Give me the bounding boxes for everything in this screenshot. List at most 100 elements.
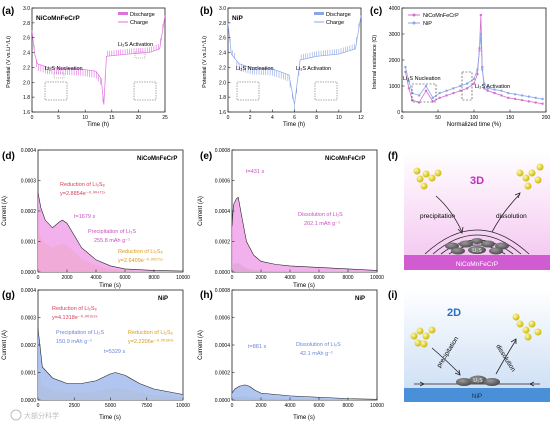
data-point xyxy=(541,102,544,105)
legend-label-charge: Charge xyxy=(130,20,148,26)
data-point xyxy=(445,89,448,92)
x-tick-label: 10 xyxy=(336,115,342,121)
x-tick-label: 2000 xyxy=(61,275,72,281)
highlight-box-activation xyxy=(461,71,473,101)
y-ticks: 1.6 1.8 2.0 2.2 2.4 2.6 2.8 3.0 xyxy=(23,6,35,116)
y-axis-label: Potential (V vs.Li⁺/Li) xyxy=(201,36,208,88)
current-trace xyxy=(231,384,378,400)
dimension-label: 3D xyxy=(470,175,484,187)
x-axis-label: Time (s) xyxy=(99,415,121,421)
data-point xyxy=(493,88,496,91)
y-tick-label: 2.2 xyxy=(219,65,226,71)
data-point xyxy=(438,96,441,100)
x-tick-label: 2500 xyxy=(69,403,80,409)
y-tick-label: 2.4 xyxy=(219,51,226,57)
x-tick-label: 8000 xyxy=(342,275,353,281)
y-axis-label: Internal resistance (Ω) xyxy=(372,35,378,89)
x-tick-label: 0 xyxy=(231,275,234,281)
y-tick-label: 2.6 xyxy=(219,36,226,42)
y-tick-label: 0.0004 xyxy=(215,209,231,215)
li2s-label: Li₂S xyxy=(472,248,482,254)
data-point xyxy=(459,89,462,92)
panel-letter: (c) xyxy=(370,6,382,17)
substrate-label: NiCoMnFeCrP xyxy=(456,261,498,268)
data-point xyxy=(424,84,428,88)
panel-letter: (h) xyxy=(200,290,213,301)
x-tick-label: 8000 xyxy=(342,403,353,409)
annotation-peak-time: t=5329 s xyxy=(104,349,126,355)
data-point xyxy=(452,87,455,90)
x-tick-label: 8 xyxy=(315,115,318,121)
x-tick-label: 100 xyxy=(470,115,479,121)
y-tick-label: 1.8 xyxy=(23,95,30,101)
highlight-box-nucleation xyxy=(411,83,437,103)
annotation-capacity: 42.1 mAh g⁻¹ xyxy=(300,351,333,357)
y-axis-label: Current (A) xyxy=(2,196,8,226)
data-point xyxy=(407,80,411,83)
annotation-reduction-fit: y=2.8854e⁻⁰·⁰⁰⁴⁷¹ˣ xyxy=(60,190,105,197)
inset-box xyxy=(133,81,157,101)
annotation-capacity: 150.9 mAh g⁻¹ xyxy=(56,339,92,345)
plot-title: NiP xyxy=(355,296,365,302)
y-tick-label: 0.0001 xyxy=(21,240,37,246)
li2s-label: Li₂S xyxy=(473,378,483,384)
data-point xyxy=(479,32,483,36)
x-tick-label: 4 xyxy=(271,115,274,121)
gitt-pulses xyxy=(229,23,360,112)
panel-letter: (e) xyxy=(200,151,212,162)
y-tick-label: 1.8 xyxy=(219,95,226,101)
x-tick-label: 150 xyxy=(506,115,515,121)
x-tick-label: 10000 xyxy=(370,275,384,281)
x-tick-label: 10000 xyxy=(176,403,190,409)
substrate-layer xyxy=(404,255,550,270)
x-tick-label: 6000 xyxy=(119,275,130,281)
annotation-peak-time: t=431 s xyxy=(246,169,264,175)
y-tick-label: 1.6 xyxy=(219,110,226,116)
watermark-text: 大部分科学 xyxy=(24,411,59,420)
x-ticks: 0 2500 5000 7500 10000 xyxy=(37,397,190,409)
y-tick-label: 2.0 xyxy=(219,80,226,86)
substrate-layer xyxy=(404,388,550,402)
legend-label-nicomnfecrp: NiCoMnFeCrP xyxy=(423,13,459,19)
data-point xyxy=(417,101,421,104)
y-tick-label: 0.0000 xyxy=(215,398,231,404)
legend-label-charge: Charge xyxy=(326,20,344,26)
inset-box xyxy=(44,81,68,101)
x-axis-label: Time (s) xyxy=(99,283,121,289)
y-tick-label: 0.0002 xyxy=(215,371,231,377)
data-point xyxy=(479,13,483,17)
resistance-series xyxy=(404,13,544,105)
legend-label-discharge: Discharge xyxy=(130,12,155,18)
annotation-nucleation: Li₂S Nucleation xyxy=(236,66,274,72)
y-axis-label: Current (A) xyxy=(198,330,204,360)
arrow-icon-right xyxy=(529,381,535,387)
x-ticks: 0 5 10 15 20 25 xyxy=(31,109,168,121)
panel-c: (c) NiCoMnFeCrP NiP Li₂S Nucleation Li₂S… xyxy=(370,6,550,128)
x-tick-label: 0 xyxy=(227,115,230,121)
x-ticks: 0 2000 4000 6000 8000 10000 xyxy=(231,397,384,409)
data-point xyxy=(513,97,517,101)
series-line xyxy=(405,33,543,100)
x-ticks: 0 2000 4000 6000 8000 10000 xyxy=(231,269,384,281)
x-ticks: 0 50 100 150 200 xyxy=(401,109,550,121)
data-point xyxy=(486,87,489,90)
y-tick-label: 2.6 xyxy=(23,36,30,42)
zoom-box xyxy=(53,72,65,79)
annotation-reduction: Reduction of Li₂S₈ xyxy=(60,182,105,188)
x-tick-label: 6000 xyxy=(313,403,324,409)
annotation-peak-time: t=881 s xyxy=(248,344,266,350)
arrow-icon-dissolution xyxy=(495,338,517,375)
data-point xyxy=(513,93,517,96)
x-tick-label: 4000 xyxy=(284,403,295,409)
x-tick-label: 0 xyxy=(37,403,40,409)
data-point xyxy=(438,91,441,95)
x-tick-label: 12 xyxy=(358,115,364,121)
area-precipitation xyxy=(38,328,183,400)
y-tick-label: 0.0003 xyxy=(21,179,37,185)
data-point xyxy=(507,96,510,100)
x-tick-label: 6000 xyxy=(313,275,324,281)
legend-swatch-discharge xyxy=(118,12,128,15)
plot-title: NiCoMnFeCrP xyxy=(325,156,365,162)
arrow-icon-precipitation xyxy=(431,347,461,376)
x-tick-label: 5000 xyxy=(105,403,116,409)
